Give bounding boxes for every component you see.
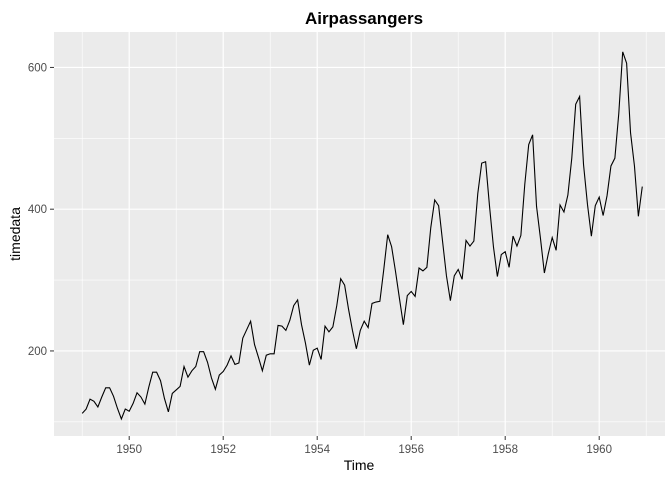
x-tick-label: 1954 <box>304 444 330 456</box>
plot-panel <box>54 32 665 436</box>
x-tick-label: 1956 <box>398 444 424 456</box>
x-tick-label: 1960 <box>586 444 612 456</box>
chart-title: Airpassangers <box>305 9 423 28</box>
x-tick-label: 1952 <box>210 444 236 456</box>
major-gridlines <box>54 32 665 436</box>
minor-gridlines <box>54 32 665 436</box>
x-tick-label: 1950 <box>116 444 142 456</box>
y-tick-label: 600 <box>28 62 47 74</box>
x-axis-title: Time <box>344 457 375 473</box>
x-axis: 1950 1952 1954 1956 1958 1960 <box>116 436 612 456</box>
y-axis-title: timedata <box>7 207 23 261</box>
y-tick-label: 400 <box>28 204 47 216</box>
y-axis: 200 400 600 <box>28 62 54 358</box>
y-tick-label: 200 <box>28 346 47 358</box>
x-tick-label: 1958 <box>492 444 518 456</box>
series-line <box>81 51 643 421</box>
